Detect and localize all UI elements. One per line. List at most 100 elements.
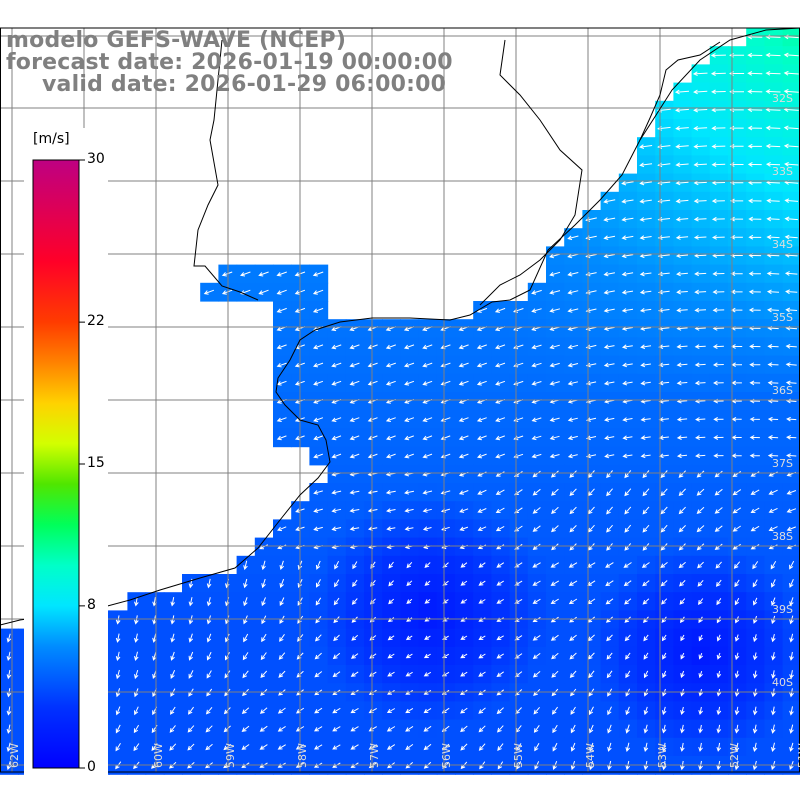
latitude-label: 38S xyxy=(772,530,793,543)
latitude-label: 37S xyxy=(772,457,793,470)
wind-arrow xyxy=(385,362,396,368)
wind-arrow xyxy=(460,653,468,659)
wind-arrow xyxy=(549,253,561,259)
wind-arrow xyxy=(458,435,469,441)
wind-arrow xyxy=(716,742,722,752)
wind-arrow xyxy=(495,380,506,386)
wind-arrow xyxy=(784,216,798,222)
wind-arrow xyxy=(276,417,287,422)
wind-arrow xyxy=(734,724,740,734)
wind-arrow xyxy=(771,579,776,588)
wind-arrow xyxy=(367,435,378,441)
wind-arrow xyxy=(187,706,195,715)
wind-arrow xyxy=(603,308,615,313)
wind-arrow xyxy=(314,634,322,642)
wind-arrow xyxy=(639,289,652,295)
wind-arrow xyxy=(495,453,505,459)
wind-arrow xyxy=(786,490,797,495)
forecast-date: forecast date: 2026-01-19 00:00:00 xyxy=(6,50,453,75)
wind-arrow xyxy=(675,216,689,222)
wind-arrow xyxy=(495,507,505,514)
wind-arrow xyxy=(675,198,689,204)
longitude-label: 62W xyxy=(8,743,21,768)
wind-arrow xyxy=(349,380,360,386)
wind-arrow xyxy=(771,597,776,606)
wind-arrow xyxy=(622,362,633,368)
wind-arrow xyxy=(406,580,413,587)
wind-arrow xyxy=(424,580,431,586)
wind-arrow xyxy=(497,725,504,733)
wind-arrow xyxy=(711,125,726,131)
wind-arrow xyxy=(750,489,760,495)
wind-arrow xyxy=(332,671,341,678)
wind-arrow xyxy=(749,362,761,368)
longitude-label: 56W xyxy=(440,743,453,768)
wind-arrow xyxy=(767,362,779,367)
wind-arrow xyxy=(696,470,705,478)
wind-arrow xyxy=(603,380,615,386)
wind-arrow xyxy=(693,216,707,222)
wind-arrow xyxy=(405,725,414,732)
wind-arrow xyxy=(532,598,541,604)
wind-arrow xyxy=(588,670,595,679)
wind-arrow xyxy=(367,344,378,350)
wind-arrow xyxy=(260,652,267,661)
wind-arrow xyxy=(332,707,341,714)
wind-arrow xyxy=(367,490,378,495)
wind-arrow xyxy=(658,344,670,350)
wind-arrow xyxy=(551,506,559,515)
wind-arrow xyxy=(785,289,798,295)
wind-arrow xyxy=(625,724,630,734)
wind-arrow xyxy=(694,362,706,368)
colorbar-tick-label: 8 xyxy=(87,596,96,613)
wind-arrow xyxy=(460,635,468,640)
wind-arrow xyxy=(675,144,689,149)
wind-arrow xyxy=(350,653,359,659)
wind-arrow xyxy=(748,216,762,222)
wind-arrow xyxy=(747,71,763,76)
wind-arrow xyxy=(243,578,248,589)
wind-arrow xyxy=(642,488,650,497)
wind-arrow xyxy=(567,253,579,259)
wind-arrow xyxy=(643,634,649,642)
wind-arrow xyxy=(352,561,358,570)
wind-arrow xyxy=(422,526,432,531)
wind-arrow xyxy=(747,52,763,58)
wind-arrow xyxy=(716,670,722,679)
wind-arrow xyxy=(315,560,321,570)
wind-arrow xyxy=(603,326,615,331)
wind-arrow xyxy=(711,180,726,186)
wind-arrow xyxy=(783,143,799,149)
wind-arrow xyxy=(549,435,560,441)
wind-arrow xyxy=(478,599,486,604)
wind-arrow xyxy=(423,653,431,659)
wind-arrow xyxy=(789,597,794,607)
wind-arrow xyxy=(532,488,541,496)
wind-arrow xyxy=(369,635,377,641)
wind-arrow xyxy=(495,489,505,495)
wind-arrow xyxy=(765,70,781,76)
wind-arrow xyxy=(640,362,651,368)
wind-arrow xyxy=(170,633,175,643)
wind-arrow xyxy=(676,344,688,349)
wind-arrow xyxy=(314,744,323,750)
wind-arrow xyxy=(711,216,725,222)
wind-arrow xyxy=(768,489,778,495)
wind-arrow xyxy=(567,308,579,313)
wind-arrow xyxy=(261,633,267,643)
wind-arrow xyxy=(605,598,614,605)
wind-arrow xyxy=(206,597,212,607)
wind-arrow xyxy=(625,670,631,679)
wind-arrow xyxy=(661,742,667,752)
wind-arrow xyxy=(748,234,762,240)
wind-arrow xyxy=(134,597,139,607)
wind-arrow xyxy=(639,144,653,149)
wind-arrow xyxy=(569,634,577,641)
wind-arrow xyxy=(404,526,414,531)
wind-arrow xyxy=(570,742,576,752)
wind-arrow xyxy=(603,344,615,350)
wind-arrow xyxy=(170,670,176,679)
wind-arrow xyxy=(569,488,577,497)
wind-arrow xyxy=(639,253,652,259)
wind-arrow xyxy=(766,289,780,295)
